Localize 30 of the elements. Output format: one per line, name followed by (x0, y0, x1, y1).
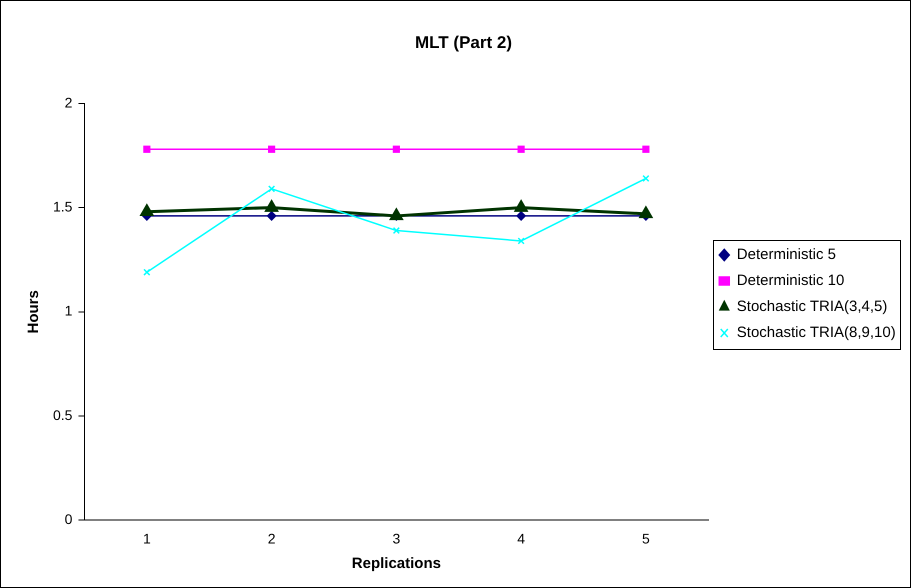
legend-label: Deterministic 10 (736, 272, 844, 290)
y-tick-label: 1 (64, 302, 73, 319)
point (143, 146, 150, 153)
y-axis-title: Hours (25, 290, 42, 334)
point (516, 211, 526, 221)
legend-label: Stochastic TRIA(3,4,5) (736, 298, 888, 316)
point (392, 226, 400, 234)
point (392, 146, 400, 153)
point (140, 204, 154, 216)
chart-title: MLT (Part 2) (415, 32, 512, 52)
point (268, 146, 276, 153)
point (642, 174, 650, 182)
point (518, 146, 525, 153)
x-tick-label: 1 (142, 530, 151, 546)
point (642, 146, 650, 153)
legend-label: Deterministic 5 (736, 246, 836, 264)
y-tick-label: 0 (64, 511, 73, 528)
point (268, 185, 276, 192)
point (518, 237, 525, 245)
x-axis-title: Replications (352, 555, 441, 572)
y-tick-label: 0.5 (52, 406, 73, 423)
point (143, 268, 150, 276)
x-tick-label: 2 (268, 530, 276, 546)
y-tick-label: 2 (64, 94, 73, 110)
y-tick-label: 1.5 (52, 198, 73, 214)
point (266, 211, 276, 221)
x-tick-label: 4 (517, 530, 526, 546)
x-tick-label: 3 (392, 530, 400, 546)
legend-label: Stochastic TRIA(8,9,10) (736, 324, 896, 342)
x-tick-label: 5 (642, 530, 650, 546)
